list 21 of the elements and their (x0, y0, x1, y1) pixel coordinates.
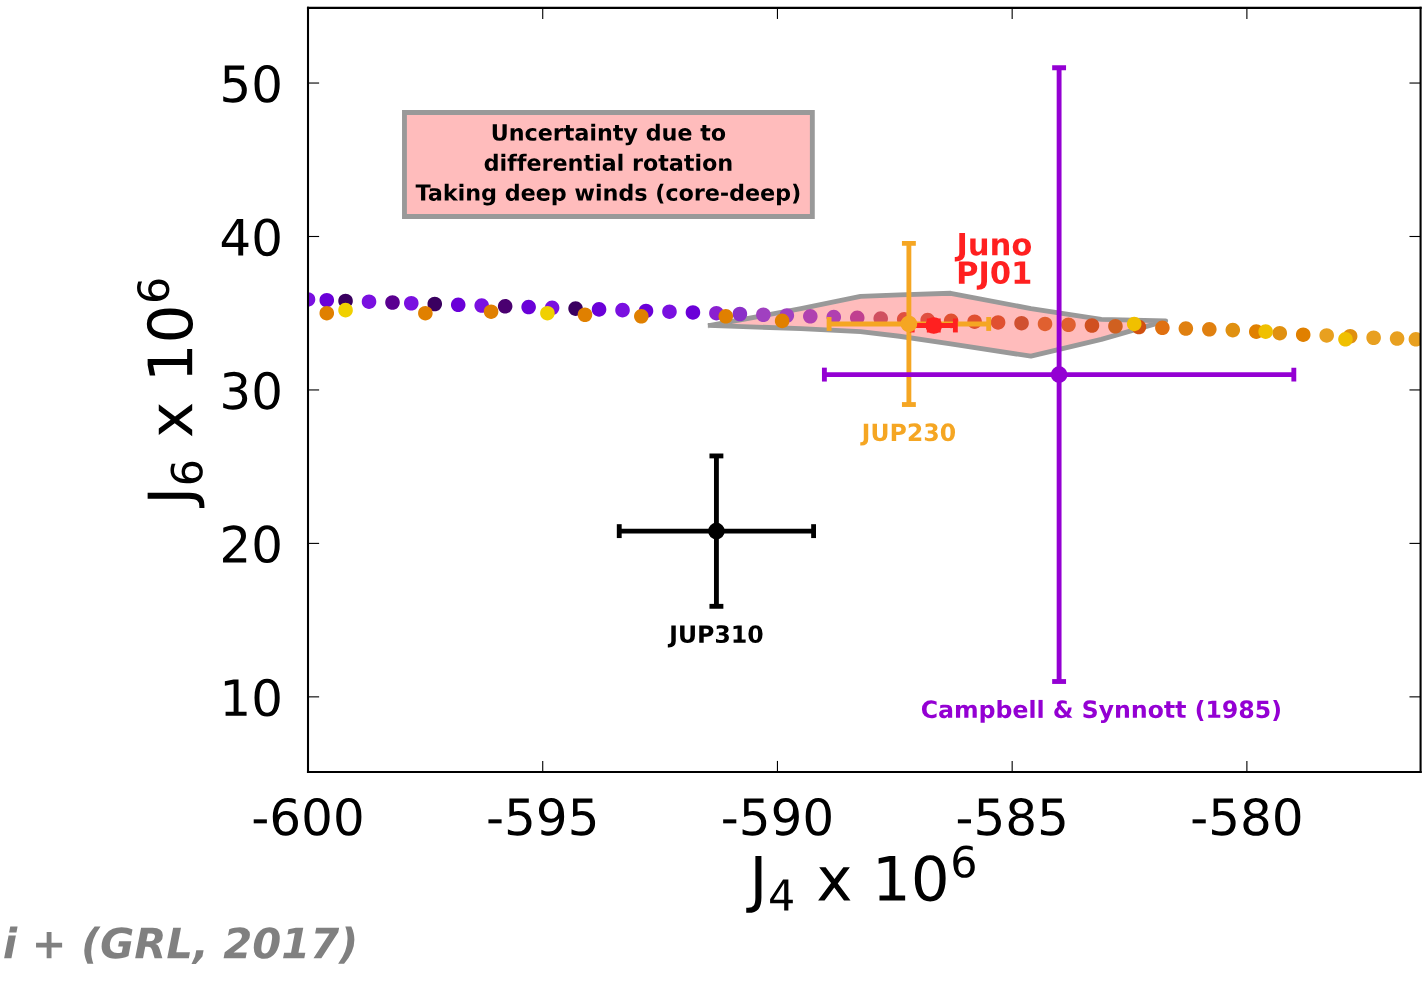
x-tick-label: -590 (723, 797, 831, 836)
y-tick-label: 10 (224, 678, 280, 717)
x-tick-label: -585 (957, 797, 1065, 836)
y-tick-label: 40 (221, 218, 280, 257)
text: Campbell & Synnott (1985) (921, 699, 1280, 723)
point (708, 522, 725, 540)
x-tick-label: -600 (253, 797, 362, 836)
y-tick-label: 50 (223, 64, 280, 103)
x-axis-title: J$_{4}$ x 10$^{6}$ (746, 845, 975, 913)
text: JUP230 (860, 423, 956, 446)
text: JUP310 (667, 625, 763, 648)
y-tick-label: 30 (223, 371, 280, 410)
point (1050, 366, 1068, 383)
point (900, 315, 918, 333)
annotation: Uncertainty due to differential rotation Taking deep winds (core-deep) (415, 123, 800, 206)
text: i + (GRL, 2017) (4, 926, 355, 965)
x-tick-label: -580 (1192, 797, 1301, 836)
series-label: Juno PJ01 (954, 233, 1032, 290)
y-tick-label: 20 (223, 525, 280, 564)
x-tick-label: -595 (488, 797, 596, 836)
y-axis-title: J$_{6}$ x 10$^{6}$ (137, 279, 205, 508)
